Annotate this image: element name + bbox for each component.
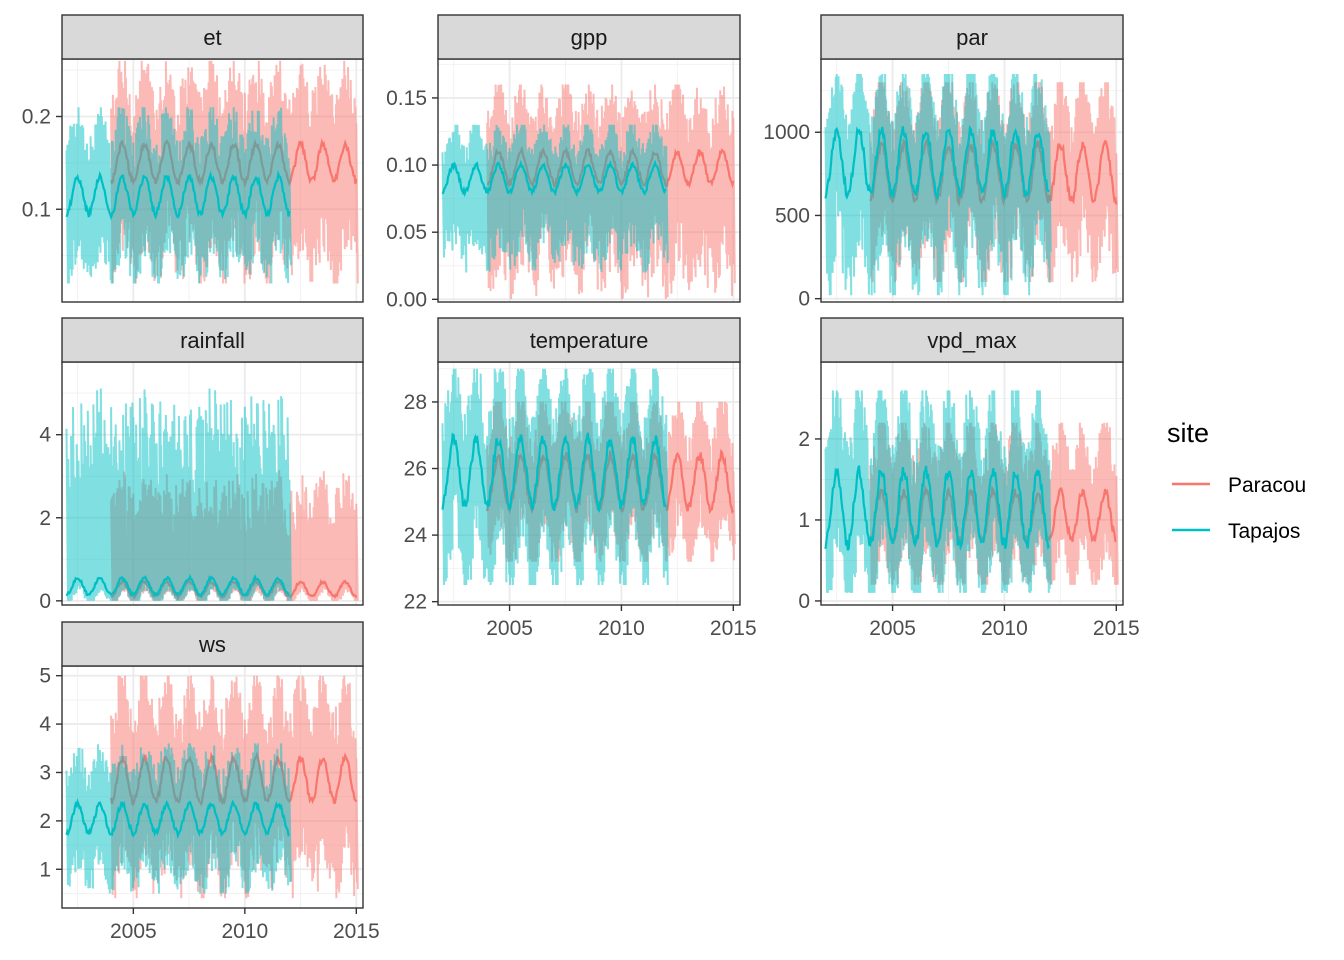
y-tick-label: 0.2 [22, 106, 51, 129]
facet-strip-label: par [956, 25, 988, 50]
facet-strip [820, 14, 1124, 60]
y-tick-label: 5 [39, 665, 51, 688]
facet-panel-et: et 0.1 0.2 [22, 14, 364, 303]
facet-strip [61, 621, 364, 667]
facet-strip [437, 14, 741, 60]
x-tick-label: 2015 [333, 920, 380, 943]
facet-panel-gpp: gpp 0.00 0.05 0.10 0.15 [386, 14, 741, 311]
facet-panel-ws: ws 1 2 3 4 5 2005 2010 2015 [39, 621, 380, 943]
series-range-tapajos [441, 368, 669, 586]
legend-label-paracou: Paracou [1228, 474, 1306, 497]
y-tick-label: 0.05 [386, 221, 427, 244]
x-tick-label: 2010 [221, 920, 268, 943]
facet-strip [61, 14, 364, 60]
y-tick-label: 1 [39, 858, 51, 881]
series-range-tapajos [65, 388, 292, 601]
facet-panel-rainfall: rainfall 0 2 4 [39, 317, 364, 613]
series-line-tapajos [824, 465, 1051, 552]
facet-panel-par: par 0 500 1000 [763, 14, 1124, 311]
series-range-tapajos [441, 124, 669, 273]
y-tick-label: 0 [798, 288, 810, 311]
series-tapajos [65, 388, 292, 601]
y-tick-label: 1 [798, 509, 810, 532]
facet-panels: et0.10.2gpp0.000.050.100.15par05001000ra… [22, 14, 1140, 943]
y-tick-label: 0.1 [22, 198, 51, 221]
y-tick-label: 0 [798, 590, 810, 613]
y-tick-label: 0.10 [386, 154, 427, 177]
facet-strip-label: temperature [530, 328, 649, 353]
series-line-tapajos [824, 124, 1050, 200]
x-tick-label: 2015 [710, 617, 757, 640]
series-tapajos [65, 743, 292, 894]
y-tick-label: 0 [39, 590, 51, 613]
y-tick-label: 2 [39, 507, 51, 530]
y-tick-label: 3 [39, 761, 51, 784]
facet-strip-label: et [203, 25, 221, 50]
facet-strip-label: vpd_max [927, 328, 1016, 353]
series-line-tapajos [441, 159, 667, 198]
legend-title: site [1167, 418, 1209, 448]
y-tick-label: 2 [798, 428, 810, 451]
series-line-tapajos [65, 169, 291, 221]
series-tapajos [65, 107, 292, 284]
x-tick-label: 2005 [486, 617, 533, 640]
series-tapajos [824, 390, 1052, 593]
facet-strip-label: ws [198, 632, 226, 657]
facet-strip [61, 317, 364, 363]
legend-label-tapajos: Tapajos [1228, 520, 1300, 543]
series-range-tapajos [65, 743, 292, 894]
series-line-tapajos [441, 432, 667, 513]
facet-panel-temperature: temperature 22 24 26 28 2005 2010 2015 [404, 317, 757, 640]
series-line-tapajos [65, 573, 290, 598]
series-tapajos [441, 368, 669, 586]
facet-strip [820, 317, 1124, 363]
facet-strip-label: gpp [571, 25, 608, 50]
y-tick-label: 26 [404, 458, 427, 481]
facet-strip-label: rainfall [180, 328, 245, 353]
y-tick-label: 0.15 [386, 87, 427, 110]
facet-panel-vpd-max: vpd_max 0 1 2 2005 2010 2015 [798, 317, 1140, 640]
legend: site Paracou Tapajos [1167, 418, 1306, 543]
x-tick-label: 2010 [981, 617, 1028, 640]
y-tick-label: 22 [404, 591, 427, 614]
x-tick-label: 2010 [598, 617, 645, 640]
series-line-tapajos [65, 798, 291, 840]
y-tick-label: 2 [39, 810, 51, 833]
series-range-tapajos [824, 73, 1052, 296]
y-tick-label: 0.00 [386, 288, 427, 311]
y-tick-label: 24 [404, 524, 428, 547]
y-tick-label: 4 [39, 713, 51, 736]
series-tapajos [441, 124, 669, 273]
y-tick-label: 4 [39, 424, 51, 447]
y-tick-label: 1000 [763, 121, 810, 144]
x-tick-label: 2015 [1093, 617, 1140, 640]
y-tick-label: 500 [775, 204, 810, 227]
x-tick-label: 2005 [869, 617, 916, 640]
facet-strip [437, 317, 741, 363]
y-tick-label: 28 [404, 391, 427, 414]
series-tapajos [824, 73, 1052, 296]
x-tick-label: 2005 [110, 920, 157, 943]
